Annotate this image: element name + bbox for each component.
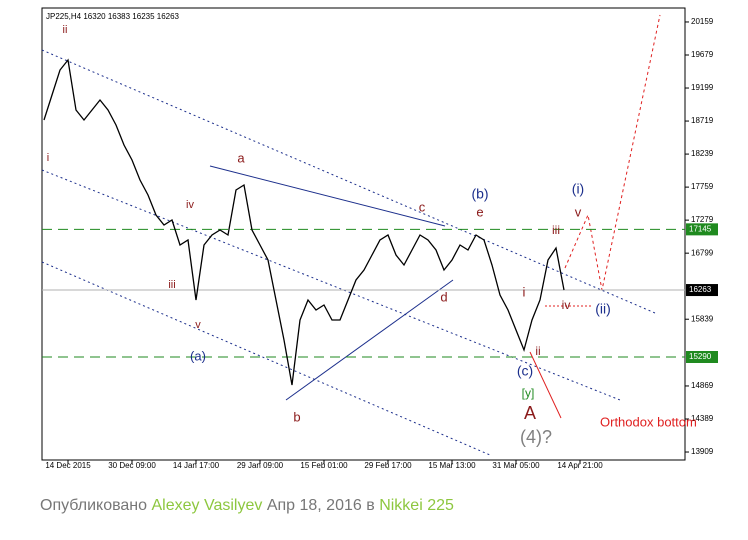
wave-label: ii — [535, 344, 540, 358]
footer: Опубликовано Alexey Vasilyev Апр 18, 201… — [40, 497, 454, 515]
x-tick-label: 29 Jan 09:00 — [237, 461, 284, 470]
market[interactable]: Nikkei 225 — [379, 497, 454, 514]
y-tick-label: 13909 — [691, 447, 714, 456]
wave-label: b — [293, 409, 300, 424]
chart-title: JP225,H4 16320 16383 16235 16263 — [46, 12, 180, 21]
level-label: 16263 — [689, 285, 712, 294]
wave-label: d — [440, 289, 447, 304]
wave-label: i — [523, 284, 526, 299]
pointer-line — [529, 351, 562, 419]
x-tick-label: 14 Jan 17:00 — [173, 461, 220, 470]
plot-frame — [41, 7, 686, 461]
price-line — [43, 58, 565, 386]
wave-label: iii — [168, 279, 175, 291]
level-box — [686, 350, 718, 363]
author[interactable]: Alexey Vasilyev — [151, 497, 263, 514]
triangle-line — [209, 165, 446, 227]
y-tick-label: 15839 — [691, 314, 714, 323]
x-tick-label: 29 Feb 17:00 — [364, 461, 412, 470]
wave-label: (i) — [572, 181, 584, 197]
wave-label: (a) — [190, 348, 206, 363]
y-tick-label: 14869 — [691, 381, 714, 390]
wave-label: a — [237, 150, 245, 165]
wave-label: (c) — [517, 363, 533, 379]
y-tick-label: 18719 — [691, 116, 714, 125]
wave-label: (b) — [471, 186, 488, 202]
level-box — [686, 223, 718, 236]
preposition: в — [366, 497, 375, 514]
y-tick-label: 19199 — [691, 83, 714, 92]
wave-label: [y] — [522, 386, 535, 400]
drawings — [41, 14, 661, 456]
x-tick-label: 15 Mar 13:00 — [428, 461, 476, 470]
x-tick-label: 14 Apr 21:00 — [557, 461, 603, 470]
projection — [564, 14, 661, 291]
wave-label: Orthodox bottom — [600, 414, 697, 429]
chart: JP225,H4 16320 16383 16235 16263 13909 14… — [41, 7, 718, 470]
wave-label: v — [195, 319, 201, 331]
level-label: 17145 — [689, 224, 712, 233]
x-tick-label: 31 Mar 05:00 — [492, 461, 540, 470]
x-tick-label: 30 Dec 09:00 — [108, 461, 156, 470]
y-tick-label: 14389 — [691, 414, 714, 423]
date: Апр 18, 2016 — [266, 497, 362, 514]
wave-label: v — [575, 204, 582, 219]
wave-label: A — [524, 403, 536, 423]
wave-label: iv — [186, 199, 194, 211]
x-tick-label: 15 Feb 01:00 — [300, 461, 348, 470]
footer-prefix: Опубликовано — [40, 497, 148, 514]
wave-label: ii — [63, 24, 68, 36]
triangle-line — [285, 279, 454, 401]
y-tick-label: 17279 — [691, 215, 714, 224]
y-tick-label: 16799 — [691, 248, 714, 257]
wave-label: i — [47, 152, 49, 164]
y-tick-label: 20159 — [691, 17, 714, 26]
channel-line — [41, 49, 656, 314]
y-tick-label: 18239 — [691, 149, 714, 158]
wave-label: c — [419, 199, 426, 214]
y-tick-label: 17759 — [691, 182, 714, 191]
channel-line — [41, 261, 491, 456]
wave-label: (ii) — [595, 301, 611, 317]
wave-label: (4)? — [520, 427, 552, 447]
level-label: 15290 — [689, 352, 712, 361]
wave-label: e — [476, 204, 483, 219]
wave-label: iv — [562, 298, 571, 312]
level-box — [686, 284, 718, 297]
wave-label: iii — [552, 223, 560, 237]
x-tick-label: 14 Dec 2015 — [45, 461, 91, 470]
channel-line — [41, 169, 621, 401]
y-tick-label: 19679 — [691, 50, 714, 59]
